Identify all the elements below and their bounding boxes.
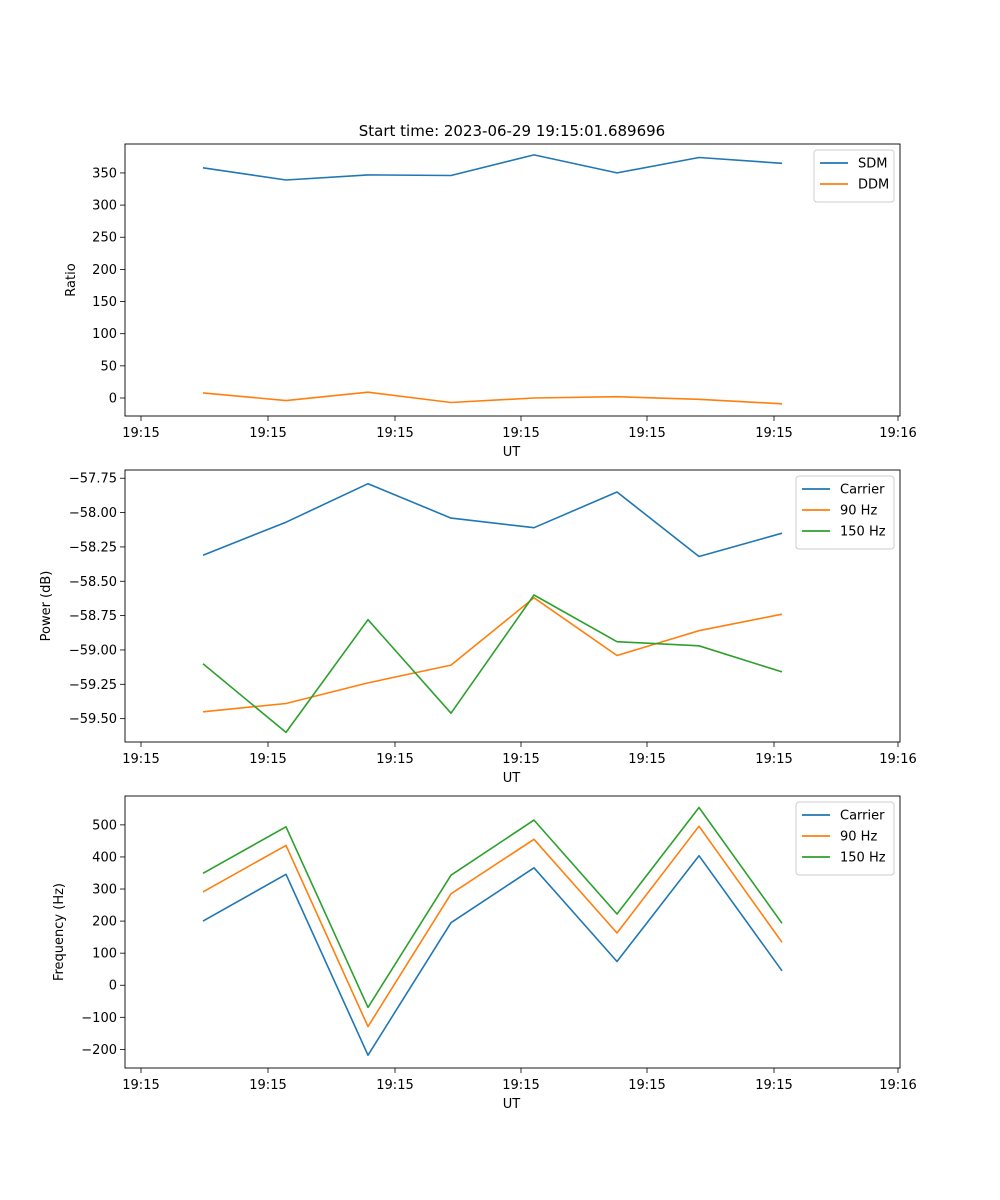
x-tick-label: 19:15 <box>628 426 665 441</box>
legend: Carrier 90 Hz 150 Hz <box>795 801 895 876</box>
y-tick-label: −200 <box>81 1043 117 1058</box>
plot-frame <box>124 469 901 743</box>
legend-label: Carrier <box>840 483 885 498</box>
series-line-90-hz <box>202 825 783 1028</box>
chart-panel-1: 0 50 100 150 200 250 300 350 19:15 19:15 19:15 19:1… <box>64 143 917 460</box>
x-axis-label: UT <box>503 445 521 460</box>
y-tick-label: −57.75 <box>69 472 117 487</box>
x-tick-label: 19:15 <box>755 1078 792 1093</box>
series-line-sdm <box>202 154 783 181</box>
legend: Carrier 90 Hz 150 Hz <box>795 475 895 550</box>
y-tick-label: −58.75 <box>69 609 117 624</box>
legend-label: 150 Hz <box>840 851 886 866</box>
y-tick-label: 200 <box>92 263 117 278</box>
plot-frame <box>124 795 901 1069</box>
y-tick-label: 400 <box>92 850 117 865</box>
y-tick-label: 200 <box>92 915 117 930</box>
y-axis-label: Frequency (Hz) <box>52 883 67 981</box>
x-tick-label: 19:15 <box>628 752 665 767</box>
x-tick-label: 19:16 <box>879 752 916 767</box>
y-tick-label: −59.50 <box>69 712 117 727</box>
x-tick-label: 19:15 <box>376 1078 413 1093</box>
x-tick-label: 19:16 <box>879 1078 916 1093</box>
y-tick-label: −100 <box>81 1011 117 1026</box>
x-tick-label: 19:15 <box>502 752 539 767</box>
x-tick-label: 19:15 <box>249 752 286 767</box>
y-tick-label: 100 <box>92 327 117 342</box>
series-line-90-hz <box>202 596 783 713</box>
y-tick-label: 300 <box>92 199 117 214</box>
x-tick-label: 19:15 <box>376 752 413 767</box>
y-tick-label: −58.25 <box>69 540 117 555</box>
legend-label: 90 Hz <box>840 830 877 845</box>
y-tick-label: 50 <box>100 359 117 374</box>
chart-panel-3: −200 −100 0 100 200 300 400 500 19:15 19:15 19:15 1… <box>52 795 917 1112</box>
x-tick-label: 19:15 <box>502 426 539 441</box>
y-tick-label: 350 <box>92 166 117 181</box>
x-tick-label: 19:15 <box>122 1078 159 1093</box>
y-tick-label: −58.50 <box>69 575 117 590</box>
x-axis-label: UT <box>503 771 521 786</box>
legend: SDM DDM <box>813 149 895 203</box>
chart-panel-2: −59.50 −59.25 −59.00 −58.75 −58.50 −58.25 −58.… <box>39 469 917 786</box>
y-tick-label: −59.25 <box>69 678 117 693</box>
series-line-carrier <box>202 854 783 1056</box>
y-tick-label: 100 <box>92 947 117 962</box>
legend-label: DDM <box>858 178 889 193</box>
series-line-150-hz <box>202 806 783 1009</box>
legend-label: 90 Hz <box>840 504 877 519</box>
x-tick-label: 19:15 <box>755 752 792 767</box>
x-axis-label: UT <box>503 1097 521 1112</box>
x-tick-label: 19:15 <box>502 1078 539 1093</box>
series-line-carrier <box>202 482 783 558</box>
x-tick-label: 19:15 <box>376 426 413 441</box>
x-tick-label: 19:15 <box>628 1078 665 1093</box>
legend-label: SDM <box>858 157 887 172</box>
y-axis-label: Ratio <box>64 263 79 296</box>
series-line-150-hz <box>202 594 783 734</box>
y-tick-label: 150 <box>92 295 117 310</box>
y-tick-label: 0 <box>109 979 117 994</box>
x-tick-label: 19:15 <box>122 426 159 441</box>
x-tick-label: 19:15 <box>249 426 286 441</box>
legend-label: 150 Hz <box>840 525 886 540</box>
series-line-ddm <box>202 391 783 405</box>
x-tick-label: 19:15 <box>755 426 792 441</box>
x-tick-label: 19:15 <box>122 752 159 767</box>
x-tick-label: 19:16 <box>879 426 916 441</box>
y-axis-label: Power (dB) <box>39 571 54 642</box>
figure-title: Start time: 2023-06-29 19:15:01.689696 <box>359 122 665 140</box>
plot-frame <box>124 143 901 417</box>
y-tick-label: 250 <box>92 231 117 246</box>
legend-label: Carrier <box>840 809 885 824</box>
y-tick-label: 500 <box>92 818 117 833</box>
y-tick-label: −59.00 <box>69 643 117 658</box>
y-tick-label: −58.00 <box>69 506 117 521</box>
y-tick-label: 300 <box>92 883 117 898</box>
y-tick-label: 0 <box>109 391 117 406</box>
x-tick-label: 19:15 <box>249 1078 286 1093</box>
